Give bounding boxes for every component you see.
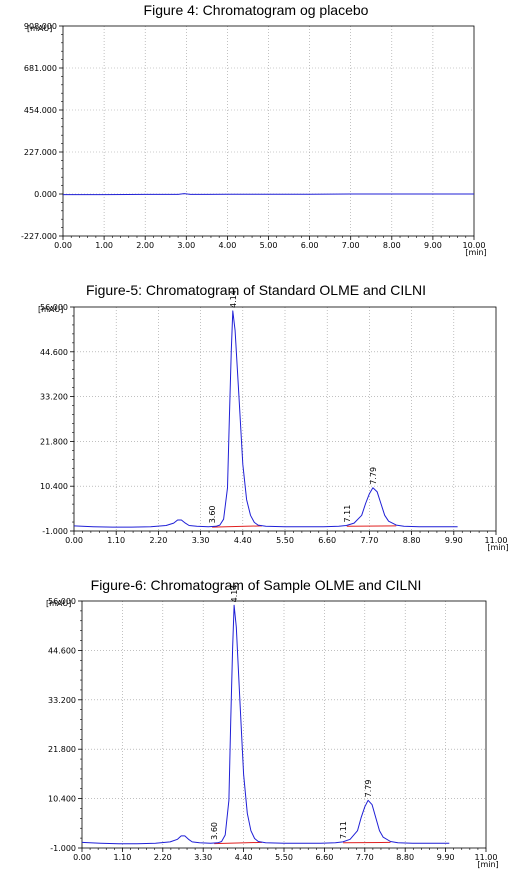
x-unit-label: [min] bbox=[477, 860, 498, 869]
x-tick-label: 6.00 bbox=[301, 241, 319, 250]
x-tick-label: 11.00 bbox=[485, 536, 508, 545]
x-tick-label: 5.00 bbox=[260, 241, 278, 250]
x-tick-label: 10.00 bbox=[463, 241, 486, 250]
chromatogram-trace bbox=[73, 310, 458, 528]
x-tick-label: 4.40 bbox=[234, 536, 252, 545]
y-unit-label: [mAU] bbox=[27, 24, 52, 33]
peak-label: 3.60 bbox=[210, 822, 219, 840]
peak-label: 3.60 bbox=[208, 505, 217, 523]
peak-label: 7.79 bbox=[369, 467, 378, 485]
x-tick-label: 7.70 bbox=[360, 536, 378, 545]
integration-baseline bbox=[214, 841, 262, 845]
x-tick-label: 0.00 bbox=[54, 241, 72, 250]
x-tick-label: 5.50 bbox=[275, 853, 293, 862]
y-tick-label: 0.000 bbox=[34, 190, 57, 199]
y-tick-label: 56.000 bbox=[48, 597, 76, 606]
y-tick-label: 681.000 bbox=[24, 64, 57, 73]
x-tick-label: 4.40 bbox=[235, 853, 253, 862]
integration-baseline bbox=[212, 525, 262, 528]
x-tick-label: 3.30 bbox=[192, 536, 210, 545]
x-tick-label: 2.20 bbox=[149, 536, 167, 545]
y-tick-label: 908.000 bbox=[24, 22, 57, 31]
x-tick-label: 3.30 bbox=[194, 853, 212, 862]
y-tick-label: 454.000 bbox=[24, 106, 57, 115]
x-tick-label: 2.20 bbox=[154, 853, 172, 862]
chromatogram-trace bbox=[63, 193, 474, 196]
y-tick-label: 33.200 bbox=[40, 393, 68, 402]
x-unit-label: [min] bbox=[465, 248, 486, 257]
x-tick-label: 6.60 bbox=[318, 536, 336, 545]
peak-label: 4.14 bbox=[230, 585, 239, 603]
peak-label: 7.11 bbox=[343, 505, 352, 523]
x-tick-label: 1.10 bbox=[113, 853, 131, 862]
x-tick-label: 7.70 bbox=[356, 853, 374, 862]
y-unit-label: [mAU] bbox=[46, 599, 71, 608]
x-tick-label: 6.60 bbox=[315, 853, 333, 862]
y-unit-label: [mAU] bbox=[38, 305, 63, 314]
peak-label: 7.79 bbox=[364, 780, 373, 798]
x-tick-label: 0.00 bbox=[65, 536, 83, 545]
figure-6-title: Figure-6: Chromatogram of Sample OLME an… bbox=[90, 577, 422, 593]
y-tick-label: 44.600 bbox=[48, 646, 76, 655]
x-tick-label: 8.80 bbox=[396, 853, 414, 862]
x-unit-label: [min] bbox=[487, 543, 508, 552]
y-tick-label: -1.000 bbox=[50, 844, 76, 853]
y-tick-label: -227.000 bbox=[21, 232, 57, 241]
x-tick-label: 1.10 bbox=[107, 536, 125, 545]
y-tick-label: 227.000 bbox=[24, 148, 57, 157]
x-tick-label: 4.00 bbox=[218, 241, 236, 250]
y-tick-label: 10.400 bbox=[48, 795, 76, 804]
peak-label: 4.14 bbox=[229, 290, 238, 308]
y-tick-label: -1.000 bbox=[42, 527, 68, 536]
x-tick-label: 0.00 bbox=[73, 853, 91, 862]
y-tick-label: 44.600 bbox=[40, 348, 68, 357]
x-tick-label: 8.80 bbox=[403, 536, 421, 545]
x-tick-label: 9.90 bbox=[437, 853, 455, 862]
x-tick-label: 8.00 bbox=[383, 241, 401, 250]
y-tick-label: 21.800 bbox=[40, 437, 68, 446]
figure-4-chromatogram: 908.000 681.000 454.000 227.000 0.000 -227.00… bbox=[21, 22, 487, 257]
grid bbox=[82, 601, 486, 848]
peak-label: 7.11 bbox=[339, 821, 348, 839]
y-tick-label: 33.200 bbox=[48, 696, 76, 705]
x-tick-label: 7.00 bbox=[342, 241, 360, 250]
chromatogram-trace bbox=[81, 604, 450, 845]
x-tick-label: 11.00 bbox=[475, 853, 498, 862]
x-tick-label: 1.00 bbox=[95, 241, 113, 250]
x-tick-label: 5.50 bbox=[276, 536, 294, 545]
y-tick-label: 56.000 bbox=[40, 303, 68, 312]
x-tick-label: 3.00 bbox=[177, 241, 195, 250]
x-tick-label: 9.90 bbox=[445, 536, 463, 545]
y-tick-label: 10.400 bbox=[40, 482, 68, 491]
figure-4-title: Figure 4: Chromatogram og placebo bbox=[143, 2, 369, 18]
x-tick-label: 2.00 bbox=[136, 241, 154, 250]
x-tick-label: 9.00 bbox=[424, 241, 442, 250]
y-tick-label: 21.800 bbox=[48, 745, 76, 754]
figure-5-title: Figure-5: Chromatogram of Standard OLME … bbox=[85, 282, 427, 298]
grid bbox=[74, 307, 496, 531]
